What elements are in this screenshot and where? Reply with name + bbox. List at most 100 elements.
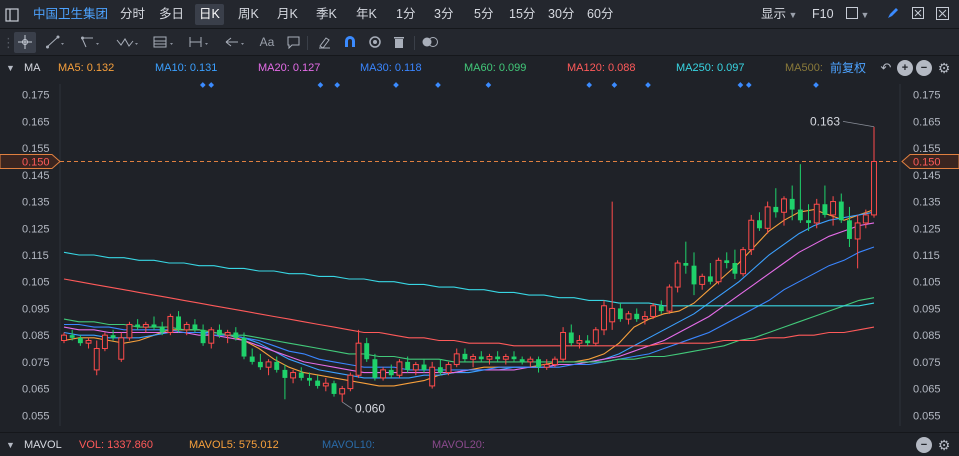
fullscreen-icon[interactable] <box>912 0 924 29</box>
display-dropdown[interactable]: 显示 ▼ <box>761 0 797 29</box>
candle-body <box>249 356 255 362</box>
event-marker-icon[interactable] <box>435 82 441 88</box>
event-marker-icon[interactable] <box>334 82 341 88</box>
toggle-visibility-icon[interactable] <box>420 29 440 56</box>
candle-body <box>470 356 477 360</box>
event-marker-icon[interactable] <box>199 82 206 88</box>
period-tab-8[interactable]: 3分 <box>434 7 454 21</box>
candlestick <box>135 319 141 330</box>
candlestick <box>118 332 125 362</box>
candlestick <box>307 372 312 386</box>
y-tick-left: 0.175 <box>22 90 50 102</box>
fib-tool-icon[interactable] <box>150 29 178 56</box>
candlestick <box>822 185 828 218</box>
current-price-label-left: 0.150 <box>22 156 50 168</box>
remove-indicator-icon[interactable]: − <box>916 60 932 76</box>
event-marker-icon[interactable] <box>813 82 819 88</box>
window-layout-dropdown[interactable]: ▼ <box>846 0 869 29</box>
text-tool-icon[interactable]: Aa <box>259 35 275 49</box>
candle-body <box>502 356 509 360</box>
arrow-tool-icon[interactable] <box>222 29 250 56</box>
adjust-mode-button[interactable]: 前复权 <box>830 61 867 75</box>
f10-button[interactable]: F10 <box>812 7 834 21</box>
comment-icon[interactable] <box>284 29 302 56</box>
y-tick-right: 0.135 <box>913 197 941 209</box>
y-tick-left: 0.055 <box>22 410 50 422</box>
candlestick <box>674 260 681 293</box>
candlestick <box>176 311 181 333</box>
period-tab-7[interactable]: 1分 <box>396 7 416 21</box>
candlestick <box>396 359 403 378</box>
candlestick <box>757 212 762 231</box>
crosshair-icon[interactable] <box>14 32 36 53</box>
period-tab-5[interactable]: 季K <box>316 7 337 21</box>
event-marker-icon[interactable] <box>745 82 752 88</box>
candle-body <box>806 220 811 223</box>
period-tab-3[interactable]: 周K <box>238 7 259 21</box>
draw-pen-icon[interactable] <box>886 0 900 29</box>
magnet-icon[interactable] <box>341 29 359 56</box>
period-tab-1[interactable]: 多日 <box>159 7 185 21</box>
event-marker-icon[interactable] <box>317 82 324 88</box>
eye-icon[interactable] <box>366 29 384 56</box>
period-tab-6[interactable]: 年K <box>356 7 377 21</box>
add-indicator-icon[interactable]: + <box>897 60 913 76</box>
trash-icon[interactable] <box>390 29 408 56</box>
event-marker-icon[interactable] <box>611 82 618 88</box>
candle-body <box>871 160 877 216</box>
remove-indicator-icon[interactable]: − <box>916 437 932 453</box>
event-marker-icon[interactable] <box>208 82 215 88</box>
period-tab-4[interactable]: 月K <box>277 7 298 21</box>
event-marker-icon[interactable] <box>393 82 399 88</box>
sidebar-toggle-icon[interactable] <box>4 1 20 28</box>
candle-body <box>265 361 272 368</box>
candlestick <box>200 324 206 346</box>
event-marker-icon[interactable] <box>737 82 744 88</box>
event-marker-icon[interactable] <box>485 82 492 88</box>
candlestick <box>625 311 632 325</box>
kline-chart[interactable]: 0.175 0.175 0.165 0.165 0.155 0.155 0.145 0.145… <box>0 80 959 432</box>
candle-body <box>781 198 787 213</box>
candle-body <box>536 359 541 368</box>
collapse-icon[interactable]: ▼ <box>6 63 15 73</box>
candle-body <box>453 353 460 366</box>
candle-body <box>69 335 75 338</box>
settings-grid-icon[interactable] <box>936 0 949 29</box>
period-tab-10[interactable]: 15分 <box>509 7 536 21</box>
candlestick <box>470 353 477 368</box>
period-tab-2[interactable]: 日K <box>195 4 224 25</box>
eraser-icon[interactable] <box>315 29 333 56</box>
main-indicator-label[interactable]: MA <box>24 62 41 74</box>
settings-gear-icon[interactable]: ⚙ <box>937 60 951 76</box>
event-marker-icon[interactable] <box>645 82 651 88</box>
candle-body <box>364 343 370 360</box>
y-tick-right: 0.055 <box>913 410 941 422</box>
period-tab-11[interactable]: 30分 <box>548 7 575 21</box>
period-tab-12[interactable]: 60分 <box>587 7 614 21</box>
measure-tool-icon[interactable] <box>186 29 214 56</box>
candle-body <box>683 263 689 266</box>
candlestick <box>257 353 263 370</box>
volume-indicator-label[interactable]: MAVOL <box>24 439 62 451</box>
high-annotation-line <box>842 121 875 128</box>
y-tick-left: 0.115 <box>22 250 49 262</box>
settings-gear-icon[interactable]: ⚙ <box>937 437 951 453</box>
candle-body <box>773 206 779 213</box>
wave-tool-icon[interactable] <box>114 29 142 56</box>
event-marker-icon[interactable] <box>586 82 593 88</box>
candlestick <box>715 257 722 285</box>
current-price-tag-right <box>901 153 959 169</box>
candlestick <box>789 185 795 221</box>
y-tick-left: 0.125 <box>22 223 50 235</box>
candlestick <box>159 321 165 336</box>
period-tab-0[interactable]: 分时 <box>120 7 146 21</box>
line-tool-icon[interactable] <box>44 29 68 56</box>
undo-icon[interactable]: ↶ <box>880 60 892 75</box>
channel-tool-icon[interactable] <box>79 29 103 56</box>
stock-name[interactable]: 中国卫生集团 <box>33 7 109 21</box>
candlestick <box>315 375 321 389</box>
candle-body <box>519 359 525 362</box>
period-tab-9[interactable]: 5分 <box>474 7 494 21</box>
collapse-icon[interactable]: ▼ <box>6 440 15 450</box>
candle-body <box>217 329 222 336</box>
